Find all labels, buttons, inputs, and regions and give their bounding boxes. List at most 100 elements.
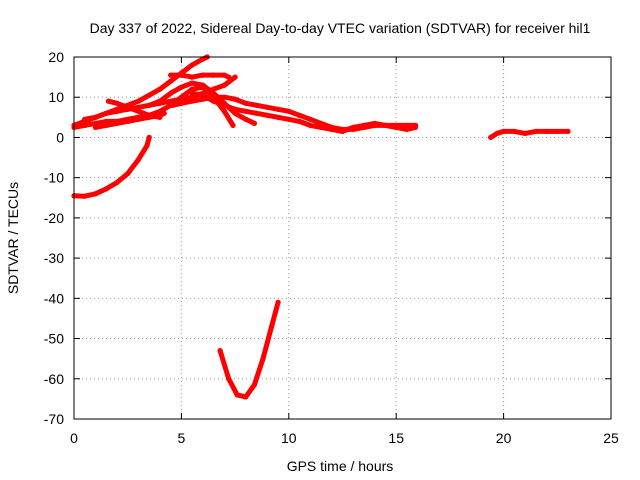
data-point [114, 106, 120, 112]
data-point [82, 116, 88, 122]
data-point [189, 74, 195, 80]
y-tick-label: -60 [44, 371, 64, 387]
x-tick-label: 10 [281, 430, 297, 446]
data-point [170, 102, 176, 108]
data-point [243, 100, 249, 106]
data-point [554, 128, 560, 134]
data-point [254, 102, 260, 108]
y-tick-label: -10 [44, 170, 64, 186]
data-point [189, 80, 195, 86]
data-point [221, 102, 227, 108]
data-point [533, 128, 539, 134]
data-point [146, 92, 152, 98]
data-point [168, 72, 174, 78]
data-point [544, 128, 550, 134]
data-point [565, 128, 571, 134]
data-point [412, 122, 419, 128]
data-point [296, 118, 303, 124]
data-point [243, 394, 249, 400]
data-point [125, 118, 131, 124]
data-point [318, 124, 324, 130]
data-point [105, 98, 111, 104]
data-point [146, 112, 152, 118]
y-tick-label: -70 [44, 411, 64, 427]
data-point [264, 104, 270, 110]
data-point [232, 106, 238, 112]
x-tick-label: 15 [388, 430, 404, 446]
y-tick-label: 20 [48, 49, 64, 65]
data-point [135, 157, 141, 163]
data-point [114, 120, 120, 126]
x-tick-label: 25 [603, 430, 619, 446]
x-tick-label: 5 [178, 430, 186, 446]
data-point [135, 116, 141, 122]
data-point [251, 120, 257, 126]
data-point [230, 122, 236, 128]
plot-area-frame [73, 56, 612, 420]
data-point [135, 98, 141, 104]
chart-title: Day 337 of 2022, Sidereal Day-to-day VTE… [90, 20, 591, 36]
series-arc-5 [82, 54, 210, 122]
y-tick-label: 0 [56, 129, 64, 145]
grid-lines [74, 57, 611, 419]
data-point [114, 179, 120, 186]
data-point [103, 122, 109, 128]
data-series-layer [71, 54, 571, 400]
data-point [125, 104, 131, 110]
data-point [522, 130, 528, 136]
data-point [501, 128, 507, 134]
y-tick-label: -40 [44, 290, 64, 306]
data-point [511, 128, 517, 134]
data-point [200, 56, 206, 62]
data-point [189, 98, 195, 104]
series-arc-2 [217, 299, 281, 400]
data-point [404, 122, 410, 128]
data-point [178, 72, 184, 78]
data-point [251, 382, 257, 388]
x-tick-label: 20 [496, 430, 512, 446]
x-tick-label: 0 [70, 430, 78, 446]
x-axis-label: GPS time / hours [287, 458, 394, 474]
data-point [221, 82, 227, 88]
data-point [339, 128, 346, 134]
data-point [211, 98, 217, 104]
y-axis-label: SDTVAR / TECUs [5, 182, 21, 294]
data-point [307, 122, 313, 128]
data-point [361, 122, 367, 128]
data-point [200, 92, 206, 98]
data-point [168, 78, 174, 84]
data-point [350, 124, 356, 130]
data-point [200, 72, 206, 78]
data-point [232, 96, 238, 102]
data-point [135, 108, 141, 114]
data-point [264, 112, 270, 118]
data-point [125, 171, 131, 177]
series-arc-1 [71, 134, 152, 199]
data-point [393, 122, 399, 128]
data-point [243, 108, 249, 114]
axis-ticks: 0 5 10 15 20 25 -70 -60 -50 -40 -30 -20 -10 0 10 20 [44, 49, 619, 446]
data-point [157, 114, 163, 120]
data-point [146, 102, 152, 108]
data-point [275, 299, 281, 305]
data-point [254, 110, 260, 116]
data-point [226, 376, 232, 382]
data-point [92, 114, 99, 120]
data-point [226, 74, 232, 80]
data-point [404, 126, 410, 132]
data-point [92, 124, 99, 130]
data-point [372, 120, 378, 126]
data-point [488, 134, 494, 140]
data-point [221, 72, 227, 78]
data-point [221, 94, 227, 100]
data-point [92, 191, 99, 197]
data-point [211, 72, 217, 78]
data-point [234, 392, 240, 398]
data-point [189, 62, 195, 68]
y-tick-label: -20 [44, 210, 64, 226]
data-point [329, 126, 335, 132]
data-point [114, 100, 120, 106]
data-point [157, 86, 163, 92]
series-arc-11 [189, 90, 418, 134]
